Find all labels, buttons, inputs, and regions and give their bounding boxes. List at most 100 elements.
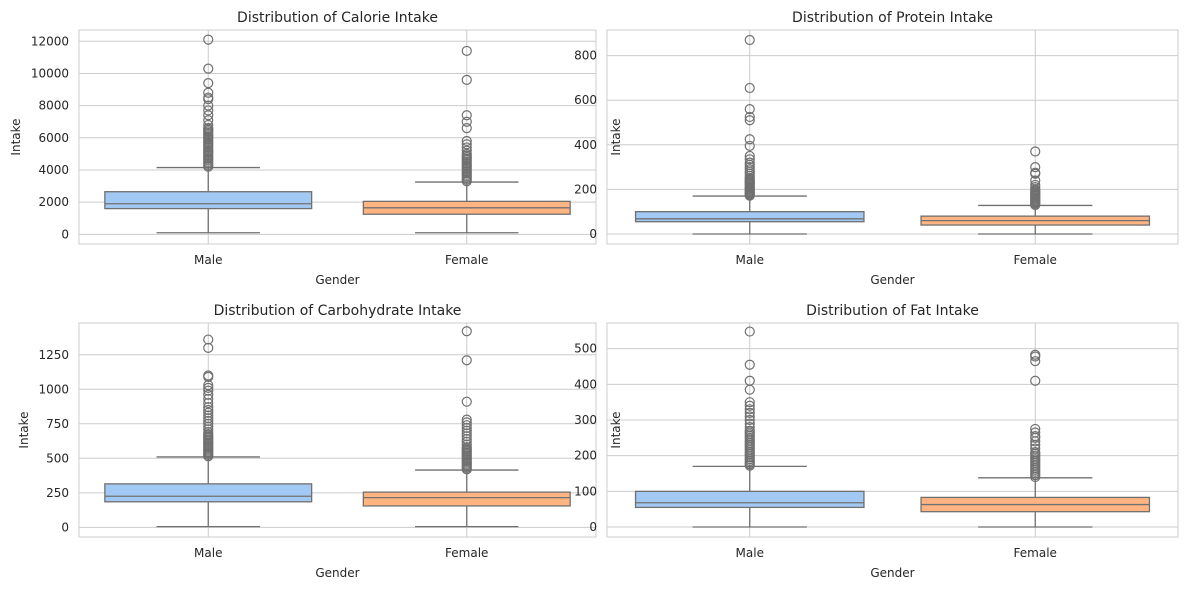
outlier-point — [744, 407, 755, 418]
box-male — [104, 483, 313, 503]
outlier-point — [203, 380, 214, 391]
y-tick-label: 10000 — [31, 66, 69, 80]
outlier-point — [744, 400, 755, 411]
outlier-point — [461, 145, 472, 156]
y-tick-label: 100 — [574, 484, 597, 498]
y-axis-label: Intake — [609, 411, 623, 448]
outlier-point — [461, 417, 472, 428]
outlier-point — [203, 385, 214, 396]
outlier-point — [203, 426, 214, 438]
outlier-point — [461, 396, 472, 407]
outlier-point — [744, 134, 755, 145]
y-tick-label: 1000 — [38, 382, 69, 396]
outlier-point — [1030, 430, 1041, 442]
chart-title: Distribution of Fat Intake — [806, 303, 979, 319]
outlier-point — [744, 375, 755, 386]
outlier-point — [461, 431, 472, 442]
plot-frame — [78, 29, 597, 245]
outlier-point — [203, 63, 214, 74]
y-axis-label: Intake — [609, 118, 623, 155]
y-tick-label: 200 — [574, 449, 597, 463]
outlier-point — [744, 359, 755, 370]
outlier-point — [203, 421, 214, 432]
y-tick-label: 6000 — [38, 131, 69, 145]
outlier-point — [1030, 356, 1041, 367]
plot-frame — [78, 322, 597, 538]
outlier-point — [203, 424, 214, 435]
outlier-point — [744, 418, 755, 429]
chart-title: Distribution of Carbohydrate Intake — [214, 303, 462, 319]
y-tick-label: 400 — [574, 138, 597, 152]
outlier-point — [1030, 161, 1041, 173]
outlier-point — [203, 418, 214, 429]
y-tick-label: 300 — [574, 413, 597, 427]
x-tick-label: Female — [1014, 546, 1057, 560]
outlier-point — [744, 414, 755, 426]
y-tick-label: 250 — [46, 486, 69, 500]
outlier-point — [461, 433, 472, 445]
x-tick-label: Male — [194, 546, 222, 560]
outlier-point — [744, 82, 755, 94]
outlier-point — [203, 397, 214, 409]
outlier-point — [203, 404, 214, 416]
outlier-point — [461, 420, 472, 431]
outlier-point — [461, 74, 472, 85]
outlier-point — [744, 150, 755, 162]
y-axis-label: Intake — [17, 411, 31, 448]
outlier-point — [203, 119, 214, 131]
outlier-point — [744, 115, 755, 126]
outlier-point — [461, 116, 472, 127]
outlier-point — [744, 425, 755, 436]
outlier-point — [203, 92, 214, 103]
outlier-point — [1030, 167, 1041, 178]
outlier-point — [203, 407, 214, 418]
outlier-point — [461, 414, 472, 425]
y-tick-label: 0 — [61, 520, 69, 534]
chart-panel-1: 0 200 400 600 800 Male Female Distribution of P… — [574, 10, 1179, 287]
outlier-point — [744, 404, 755, 415]
outlier-point — [1030, 427, 1041, 438]
outlier-point — [744, 140, 755, 152]
y-tick-label: 0 — [589, 520, 597, 534]
outlier-point — [203, 334, 214, 345]
outlier-point — [461, 142, 472, 153]
y-tick-label: 500 — [46, 451, 69, 465]
x-axis-label: Gender — [870, 273, 914, 287]
outlier-point — [203, 415, 214, 427]
outlier-point — [1030, 175, 1041, 186]
outlier-point — [744, 34, 755, 46]
outlier-point — [203, 34, 214, 45]
y-axis-label: Intake — [9, 118, 23, 155]
outlier-point — [203, 410, 214, 421]
outlier-point — [203, 393, 214, 405]
outlier-point — [744, 422, 755, 433]
outlier-point — [461, 436, 472, 447]
y-tick-label: 1250 — [38, 348, 69, 362]
outlier-point — [203, 115, 214, 126]
outlier-point — [1030, 423, 1041, 435]
outlier-point — [461, 326, 472, 337]
chart-title: Distribution of Calorie Intake — [237, 10, 438, 26]
outlier-point — [203, 110, 214, 121]
outlier-point — [461, 110, 472, 121]
x-tick-label: Female — [445, 253, 488, 267]
y-tick-label: 0 — [589, 227, 597, 241]
outlier-point — [203, 413, 214, 424]
outlier-point — [744, 411, 755, 422]
chart-panel-3: 0 100 200 300 400 500 Male Female Distribution o… — [574, 303, 1179, 580]
x-axis-label: Gender — [315, 566, 359, 580]
y-tick-label: 500 — [574, 342, 597, 356]
x-tick-label: Male — [736, 253, 764, 267]
outlier-point — [461, 139, 472, 150]
outlier-point — [1030, 447, 1041, 458]
y-tick-label: 8000 — [38, 99, 69, 113]
x-tick-label: Female — [445, 546, 488, 560]
outlier-point — [1030, 443, 1041, 454]
y-tick-label: 2000 — [38, 195, 69, 209]
x-tick-label: Male — [194, 253, 222, 267]
box-male — [634, 490, 865, 509]
outlier-point — [203, 342, 214, 353]
